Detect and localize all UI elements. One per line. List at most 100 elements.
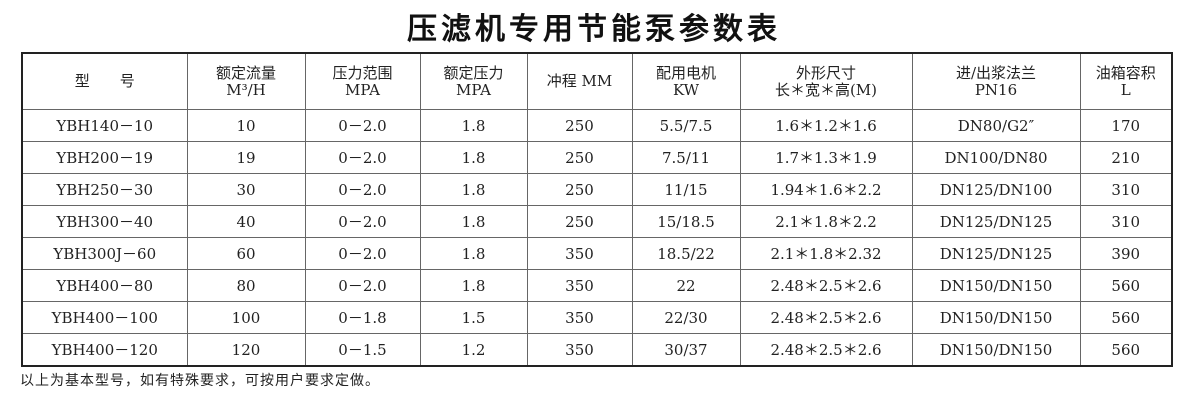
table-row: YBH400－120 120 0－1.5 1.2 350 30/37 2.48＊2.5＊2.…	[21, 333, 1173, 367]
header-row: 型 号额定流量 M³/H 压力范围 MPA 额定压力 MPA 冲程 MM 配用电机 KW 外形尺寸…	[21, 52, 1173, 110]
table-cell: 0－2.0	[304, 205, 421, 238]
table-cell: 1.8	[419, 269, 528, 302]
table-cell: 40	[186, 205, 306, 238]
table-cell: YBH300－40	[21, 205, 188, 238]
table-cell: 2.48＊2.5＊2.6	[739, 301, 913, 334]
table-cell: 0－2.0	[304, 173, 421, 206]
header-line: 配用电机	[655, 63, 716, 82]
table-cell: YBH200－19	[21, 141, 188, 174]
table-row: YBH140－10 10 0－2.0 1.8 250 5.5/7.5 1.6＊1.2＊1.6…	[21, 109, 1173, 142]
table-cell: 18.5/22	[631, 237, 741, 270]
header-line: 油箱容积	[1095, 63, 1156, 82]
table-row: YBH300－40 40 0－2.0 1.8 250 15/18.5 2.1＊1.8＊2.2…	[21, 205, 1173, 238]
table-cell: DN125/DN125	[911, 205, 1081, 238]
column-header: 额定流量 M³/H	[186, 52, 306, 110]
table-cell: 1.8	[419, 205, 528, 238]
table-cell: 0－1.8	[304, 301, 421, 334]
table-cell: 80	[186, 269, 306, 302]
header-line: MPA	[456, 80, 491, 99]
table-cell: YBH400－120	[21, 333, 188, 367]
header-line: 额定流量	[215, 63, 276, 82]
table-cell: 120	[186, 333, 306, 367]
table-cell: YBH140－10	[21, 109, 188, 142]
table-cell: 1.5	[419, 301, 528, 334]
table-cell: 310	[1079, 205, 1173, 238]
table-cell: 390	[1079, 237, 1173, 270]
footnote: 以上为基本型号，如有特殊要求，可按用户要求定做。	[20, 373, 380, 389]
column-header: 进/出浆法兰 PN16	[911, 52, 1081, 110]
table-cell: 560	[1079, 269, 1173, 302]
table-cell: 250	[526, 141, 633, 174]
table-cell: 350	[526, 237, 633, 270]
table-row: YBH200－19 19 0－2.0 1.8 250 7.5/11 1.7＊1.3＊1.9 D…	[21, 141, 1173, 174]
table-cell: 310	[1079, 173, 1173, 206]
table-cell: YBH400－80	[21, 269, 188, 302]
header-line: 额定压力	[443, 63, 504, 82]
table-cell: 22	[631, 269, 741, 302]
table-row: YBH400－80 80 0－2.0 1.8 350 22 2.48＊2.5＊2.6 DN15…	[21, 269, 1173, 302]
table-cell: DN125/DN100	[911, 173, 1081, 206]
table-cell: DN150/DN150	[911, 333, 1081, 367]
table-cell: 0－2.0	[304, 141, 421, 174]
table-row: YBH300J－60 60 0－2.0 1.8 350 18.5/22 2.1＊1.8＊2.…	[21, 237, 1173, 270]
table-cell: 5.5/7.5	[631, 109, 741, 142]
table-row: YBH250－30 30 0－2.0 1.8 250 11/15 1.94＊1.6＊2.2 D…	[21, 173, 1173, 206]
table-cell: 2.1＊1.8＊2.2	[739, 205, 913, 238]
column-header: 压力范围 MPA	[304, 52, 421, 110]
table-cell: 2.48＊2.5＊2.6	[739, 269, 913, 302]
header-line: 压力范围	[332, 63, 393, 82]
header-line: 冲程 MM	[546, 72, 613, 90]
table-cell: 560	[1079, 333, 1173, 367]
table-cell: 0－2.0	[304, 109, 421, 142]
table-cell: 22/30	[631, 301, 741, 334]
column-header: 型 号	[21, 52, 188, 110]
table-row: YBH400－100 100 0－1.8 1.5 350 22/30 2.48＊2.5＊2.…	[21, 301, 1173, 334]
column-header: 额定压力 MPA	[419, 52, 528, 110]
table-cell: 10	[186, 109, 306, 142]
table-cell: 1.8	[419, 173, 528, 206]
table-cell: DN100/DN80	[911, 141, 1081, 174]
table-cell: 170	[1079, 109, 1173, 142]
column-header: 配用电机 KW	[631, 52, 741, 110]
table-cell: 210	[1079, 141, 1173, 174]
table-cell: 1.2	[419, 333, 528, 367]
table-cell: 1.94＊1.6＊2.2	[739, 173, 913, 206]
column-header: 油箱容积 L	[1079, 52, 1173, 110]
table-cell: 0－1.5	[304, 333, 421, 367]
table-cell: 30/37	[631, 333, 741, 367]
table-cell: 100	[186, 301, 306, 334]
parameter-table: 型 号额定流量 M³/H 压力范围 MPA 额定压力 MPA 冲程 MM 配用电机 KW 外形尺寸…	[21, 52, 1173, 367]
table-cell: 2.48＊2.5＊2.6	[739, 333, 913, 367]
header-line: L	[1120, 80, 1131, 99]
table-cell: 60	[186, 237, 306, 270]
table-cell: DN80/G2″	[911, 109, 1081, 142]
table-cell: 2.1＊1.8＊2.32	[739, 237, 913, 270]
table-cell: 350	[526, 333, 633, 367]
header-line: 型 号	[74, 72, 135, 90]
header-line: M³/H	[226, 80, 266, 99]
header-line: MPA	[345, 80, 380, 99]
table-cell: 1.8	[419, 141, 528, 174]
table-cell: 7.5/11	[631, 141, 741, 174]
table-cell: YBH300J－60	[21, 237, 188, 270]
header-line: 长＊宽＊高(M)	[774, 80, 878, 99]
header-line: PN16	[974, 80, 1018, 99]
table-cell: 1.6＊1.2＊1.6	[739, 109, 913, 142]
table-cell: DN125/DN125	[911, 237, 1081, 270]
table-cell: YBH400－100	[21, 301, 188, 334]
header-line: KW	[672, 80, 700, 99]
table-cell: 1.7＊1.3＊1.9	[739, 141, 913, 174]
table-cell: 350	[526, 301, 633, 334]
table-cell: 1.8	[419, 237, 528, 270]
table-cell: 0－2.0	[304, 269, 421, 302]
table-cell: YBH250－30	[21, 173, 188, 206]
table-cell: 250	[526, 109, 633, 142]
table-cell: 30	[186, 173, 306, 206]
header-line: 进/出浆法兰	[955, 63, 1037, 82]
column-header: 冲程 MM	[526, 52, 633, 110]
table-cell: 15/18.5	[631, 205, 741, 238]
table-cell: DN150/DN150	[911, 269, 1081, 302]
table-cell: 19	[186, 141, 306, 174]
table-cell: 11/15	[631, 173, 741, 206]
table-cell: 250	[526, 205, 633, 238]
